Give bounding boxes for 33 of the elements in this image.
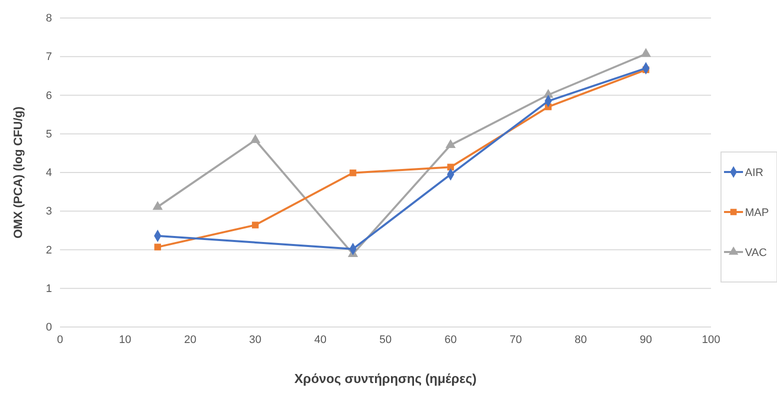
x-tick-label: 0	[56, 334, 64, 346]
y-tick-label: 0	[46, 322, 52, 334]
x-tick-label: 90	[640, 334, 652, 346]
x-axis-title: Χρόνος συντήρησης (ημέρες)	[294, 371, 477, 386]
x-tick-label: 10	[118, 334, 132, 346]
legend-label: VAC	[745, 247, 767, 259]
point	[154, 244, 162, 250]
x-tick-label: 40	[314, 334, 327, 346]
point	[250, 134, 260, 143]
x-tick-label: 20	[184, 334, 196, 346]
y-tick-label: 8	[46, 12, 52, 25]
point	[446, 139, 456, 148]
x-tick-label: 100	[702, 334, 720, 346]
y-axis-title: ΟΜΧ (PCA) (log CFU/g)	[11, 106, 25, 238]
legend-label: MAP	[745, 207, 769, 219]
x-tick-label: 60	[444, 334, 457, 346]
y-tick-label: 2	[46, 244, 52, 256]
y-tick-label: 5	[46, 128, 52, 140]
x-tick-label: 50	[379, 334, 392, 346]
y-tick-label: 4	[46, 167, 52, 180]
point	[152, 200, 163, 210]
legend-label: AIR	[745, 167, 764, 179]
y-tick-label: 7	[46, 51, 52, 64]
y-tick-label: 1	[46, 282, 52, 295]
x-tick-label: 70	[510, 334, 522, 346]
point	[447, 164, 454, 170]
x-tick-label: 80	[574, 334, 587, 346]
point	[640, 48, 651, 57]
point	[252, 222, 259, 228]
point	[350, 170, 356, 176]
x-tick-label: 30	[249, 334, 262, 346]
y-tick-label: 6	[46, 90, 52, 102]
y-tick-label: 3	[46, 206, 52, 218]
